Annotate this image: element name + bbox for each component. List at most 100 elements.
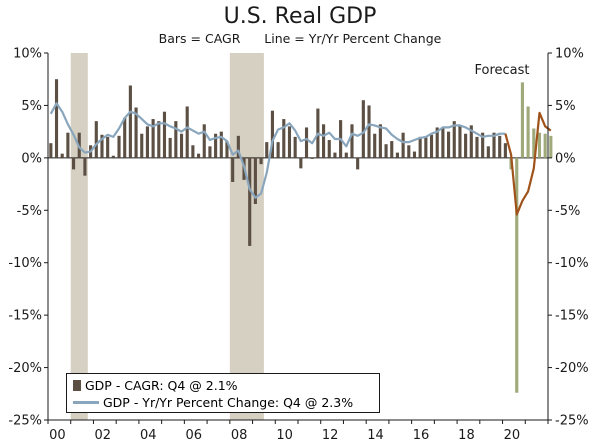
bar-cagr: [259, 157, 263, 165]
bar-cagr: [60, 153, 64, 158]
line-yoy: [49, 102, 506, 199]
legend: GDP - CAGR: Q4 @ 2.1% GDP - Yr/Yr Percen…: [66, 373, 380, 413]
bar-cagr: [304, 127, 309, 158]
bar-cagr: [429, 134, 434, 158]
bar-cagr: [367, 105, 371, 158]
legend-swatch-bar: [73, 379, 81, 391]
bar-cagr: [265, 142, 269, 158]
y-tick-label-right: 10%: [555, 47, 584, 62]
bar-cagr: [94, 121, 98, 158]
bar-cagr: [412, 151, 417, 158]
bar-cagr: [208, 146, 212, 158]
y-tick-label-left: -5%: [17, 204, 42, 219]
y-tick-label-right: 0%: [555, 151, 576, 166]
bar-cagr: [117, 135, 121, 158]
bar-cagr: [219, 131, 223, 158]
legend-item-cagr: GDP - CAGR: Q4 @ 2.1%: [73, 377, 238, 393]
bar-cagr: [54, 79, 59, 158]
chart-title: U.S. Real GDP: [223, 4, 377, 29]
bar-cagr: [384, 144, 388, 158]
bar-cagr: [458, 126, 462, 158]
bar-cagr: [350, 124, 354, 158]
y-tick-label-right: -5%: [555, 204, 580, 219]
bar-cagr: [111, 155, 115, 158]
bar-cagr-forecast: [520, 82, 524, 158]
bar-cagr: [202, 124, 206, 158]
bar-cagr: [253, 157, 257, 204]
bar-cagr-forecast: [526, 106, 530, 158]
y-tick-label-left: 5%: [21, 99, 42, 114]
y-tick-label-left: -10%: [8, 256, 42, 271]
bar-cagr: [287, 126, 292, 158]
bar-cagr: [128, 85, 132, 158]
bar-cagr: [162, 111, 167, 158]
x-tick-label: 04: [140, 428, 157, 443]
bar-cagr: [356, 157, 360, 170]
x-tick-label: 02: [95, 428, 112, 443]
bar-cagr: [145, 126, 149, 158]
bar-cagr: [481, 132, 485, 158]
bar-cagr: [424, 136, 428, 158]
bar-cagr: [140, 133, 144, 158]
bar-cagr: [310, 157, 314, 159]
bar-cagr: [418, 136, 422, 158]
legend-swatch-line: [73, 400, 99, 404]
x-tick-label: 16: [413, 428, 430, 443]
bar-cagr: [185, 106, 189, 158]
line-yoy-forecast: [504, 111, 552, 216]
bar-cagr: [486, 146, 490, 158]
bar-cagr: [395, 152, 399, 158]
bar-cagr: [373, 133, 377, 158]
bar-cagr: [407, 145, 411, 158]
bar-cagr: [191, 145, 195, 158]
bar-cagr: [270, 110, 274, 158]
x-tick-label: 20: [504, 428, 521, 443]
bar-cagr: [83, 157, 87, 176]
x-tick-label: 06: [185, 428, 202, 443]
bar-cagr: [248, 157, 252, 246]
bar-cagr-forecast: [515, 157, 519, 393]
y-tick-label-right: -10%: [555, 256, 589, 271]
bar-cagr: [469, 125, 473, 158]
y-tick-label-right: -15%: [555, 309, 589, 324]
bar-cagr: [225, 141, 229, 158]
bar-cagr: [236, 135, 240, 158]
bar-cagr: [157, 121, 161, 158]
bar-cagr: [66, 132, 70, 158]
y-tick-label-right: 5%: [555, 99, 576, 114]
bar-cagr: [492, 132, 496, 158]
legend-label-cagr: GDP - CAGR: Q4 @ 2.1%: [85, 377, 238, 393]
bar-cagr: [475, 136, 479, 158]
bar-cagr: [299, 157, 303, 169]
bar-cagr: [293, 136, 297, 158]
bar-cagr: [276, 142, 280, 158]
bar-cagr: [464, 133, 468, 158]
forecast-annotation: Forecast: [474, 63, 529, 78]
bar-cagr: [498, 135, 502, 158]
bar-cagr: [447, 131, 451, 158]
bar-cagr: [179, 133, 184, 158]
bar-cagr: [231, 157, 235, 182]
bar-cagr: [72, 157, 76, 170]
bar-cagr: [378, 124, 382, 158]
bar-cagr: [214, 133, 218, 158]
bar-cagr-forecast: [549, 135, 553, 158]
y-tick-label-right: -25%: [555, 414, 589, 429]
y-tick-label-left: -15%: [8, 309, 42, 324]
bar-cagr: [435, 127, 439, 158]
bar-cagr-forecast: [543, 133, 547, 158]
y-tick-label-left: 0%: [21, 151, 42, 166]
bar-cagr: [390, 141, 394, 158]
bar-cagr: [282, 119, 286, 158]
legend-label-yoy: GDP - Yr/Yr Percent Change: Q4 @ 2.3%: [103, 394, 354, 410]
y-tick-label-right: -20%: [555, 361, 589, 376]
y-tick-label-left: -20%: [8, 361, 42, 376]
y-tick-label-left: -25%: [8, 414, 42, 429]
bar-cagr-forecast: [532, 128, 536, 158]
bar-cagr: [361, 100, 365, 158]
x-tick-label: 08: [231, 428, 248, 443]
bar-cagr: [174, 121, 178, 158]
bar-cagr: [333, 152, 337, 158]
x-tick-label: 00: [49, 428, 66, 443]
